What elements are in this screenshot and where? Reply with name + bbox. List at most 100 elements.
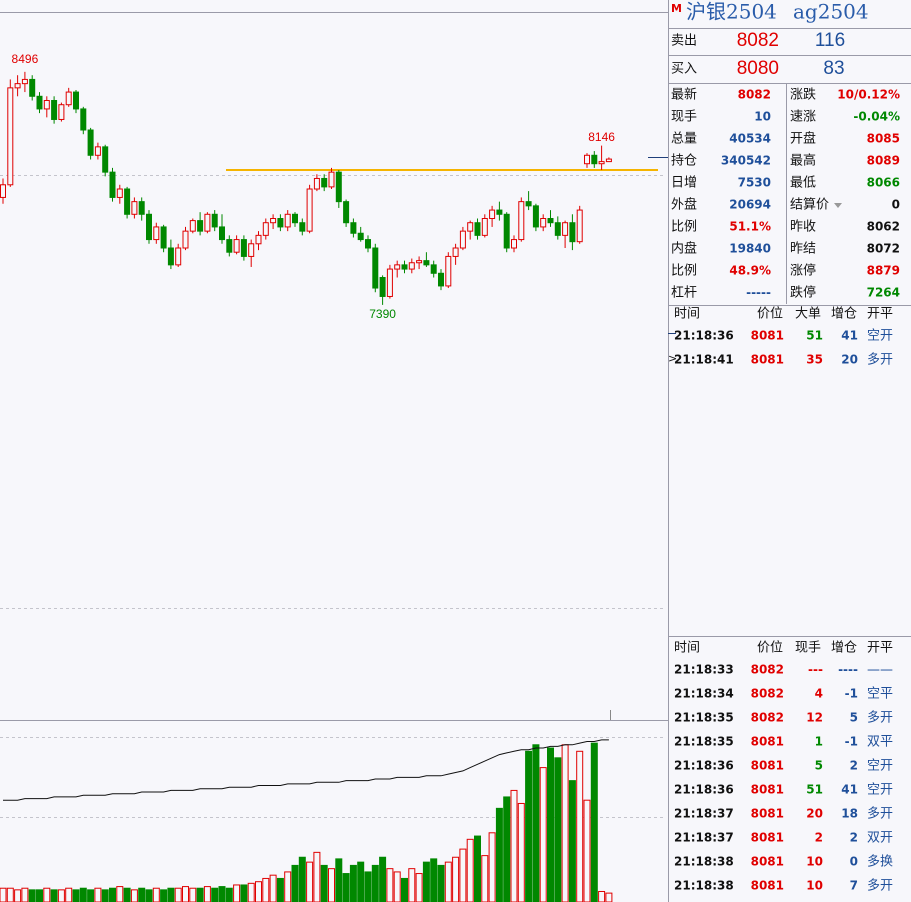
candle-body — [328, 171, 335, 188]
volume-bar — [576, 750, 584, 902]
volume-bar — [532, 744, 540, 902]
trade-type: 双平 — [867, 735, 893, 750]
volume-bar — [459, 848, 467, 902]
candle-body — [372, 247, 379, 289]
volume-bar — [430, 858, 438, 902]
volume-bar — [415, 873, 423, 902]
buy-label: 买入 — [671, 62, 697, 77]
candle-body — [7, 87, 14, 186]
volume-bar — [357, 861, 365, 902]
candle-body — [131, 201, 138, 215]
candle-body — [233, 239, 240, 253]
trade-oi-change: 20 — [841, 353, 858, 367]
volume-bar — [474, 835, 481, 902]
column-header: 开平 — [867, 307, 893, 322]
candle-body — [255, 234, 262, 245]
sell-volume: 116 — [815, 30, 845, 51]
candle-body — [167, 247, 174, 266]
trade-volume: 12 — [806, 711, 823, 725]
candle-body — [423, 260, 430, 266]
buy-volume: 83 — [823, 58, 844, 79]
volume-bar — [218, 886, 226, 902]
stat-value: 10 — [754, 110, 771, 124]
volume-bar — [240, 884, 248, 902]
volume-bar — [79, 887, 87, 902]
quote-panel: M 沪银2504 ag2504 卖出 8082 116 买入 8080 83 >… — [668, 0, 911, 894]
trade-price: 8081 — [751, 783, 784, 797]
volume-bar — [203, 886, 211, 902]
recent-high-label: 8146 — [588, 130, 615, 144]
candle-body — [584, 154, 590, 165]
stat-label: 昨结 — [790, 242, 816, 257]
code: ag2504 — [793, 0, 869, 24]
buy-price: 8080 — [737, 58, 779, 79]
candle-body — [430, 264, 437, 274]
trade-price: 8081 — [751, 831, 784, 845]
dropdown-arrow[interactable] — [834, 203, 842, 208]
stat-label: 最新 — [671, 87, 697, 103]
trade-oi-change: 0 — [850, 855, 858, 869]
trade-volume: 10 — [806, 879, 823, 893]
stat-label: 现手 — [671, 110, 697, 125]
trade-type: —— — [867, 663, 893, 678]
candle-body — [124, 188, 131, 215]
candle-body — [284, 213, 291, 228]
volume-bar — [21, 887, 29, 902]
volume-bar — [583, 799, 591, 902]
candle-body — [379, 277, 386, 297]
stat-label: 比例 — [671, 264, 697, 279]
trade-volume: 51 — [806, 329, 823, 343]
candle-body — [36, 95, 43, 110]
trade-price: 8081 — [751, 879, 784, 893]
volume-bar — [57, 889, 65, 902]
trade-time: 21:18:35 — [674, 711, 734, 725]
trade-type: 多开 — [867, 710, 893, 726]
volume-bar — [174, 887, 182, 902]
candle-body — [562, 222, 569, 236]
trade-oi-change: ---- — [838, 663, 858, 677]
candle-body — [240, 239, 247, 257]
volume-bar — [72, 889, 80, 902]
trade-price: 8081 — [751, 759, 784, 773]
stat-value: 8072 — [867, 242, 900, 256]
stat-value: 20694 — [729, 198, 771, 212]
candle-body — [386, 268, 393, 297]
volume-bar — [379, 856, 387, 902]
trade-time: 21:18:38 — [674, 879, 734, 893]
candle-body — [452, 247, 459, 257]
stat-label: 速涨 — [790, 110, 816, 125]
trade-time: 21:18:37 — [674, 831, 734, 845]
stat-label: 日增 — [671, 176, 697, 191]
candle-body — [292, 213, 298, 224]
volume-bar — [561, 744, 569, 902]
volume-bar — [291, 864, 299, 902]
trade-volume: 4 — [815, 687, 823, 701]
candle-body — [598, 161, 605, 165]
candle-body — [343, 201, 350, 224]
candle-body — [211, 213, 218, 228]
candle-body — [153, 226, 160, 241]
volume-bar — [466, 838, 474, 902]
volume-bar — [130, 889, 138, 902]
volume-bar — [167, 887, 175, 902]
volume-bar — [160, 889, 168, 902]
volume-bar — [437, 864, 445, 902]
volume-bar — [554, 757, 562, 902]
stat-value: 340542 — [721, 154, 771, 168]
stat-value: 19840 — [729, 242, 771, 256]
volume-bar — [452, 856, 460, 902]
candle-body — [511, 239, 517, 249]
row-pointer: > — [668, 352, 677, 365]
trade-volume: --- — [808, 663, 823, 677]
trade-volume: 20 — [806, 807, 823, 821]
candle-body — [489, 209, 496, 219]
trade-price: 8081 — [751, 807, 784, 821]
trade-price: 8082 — [751, 711, 784, 725]
candle-body — [576, 209, 583, 243]
volume-bar — [547, 747, 554, 902]
candle-body — [262, 222, 269, 236]
candle-body — [160, 226, 167, 249]
candle-body — [80, 108, 87, 131]
column-header: 现手 — [795, 641, 821, 656]
trade-volume: 51 — [806, 783, 823, 797]
